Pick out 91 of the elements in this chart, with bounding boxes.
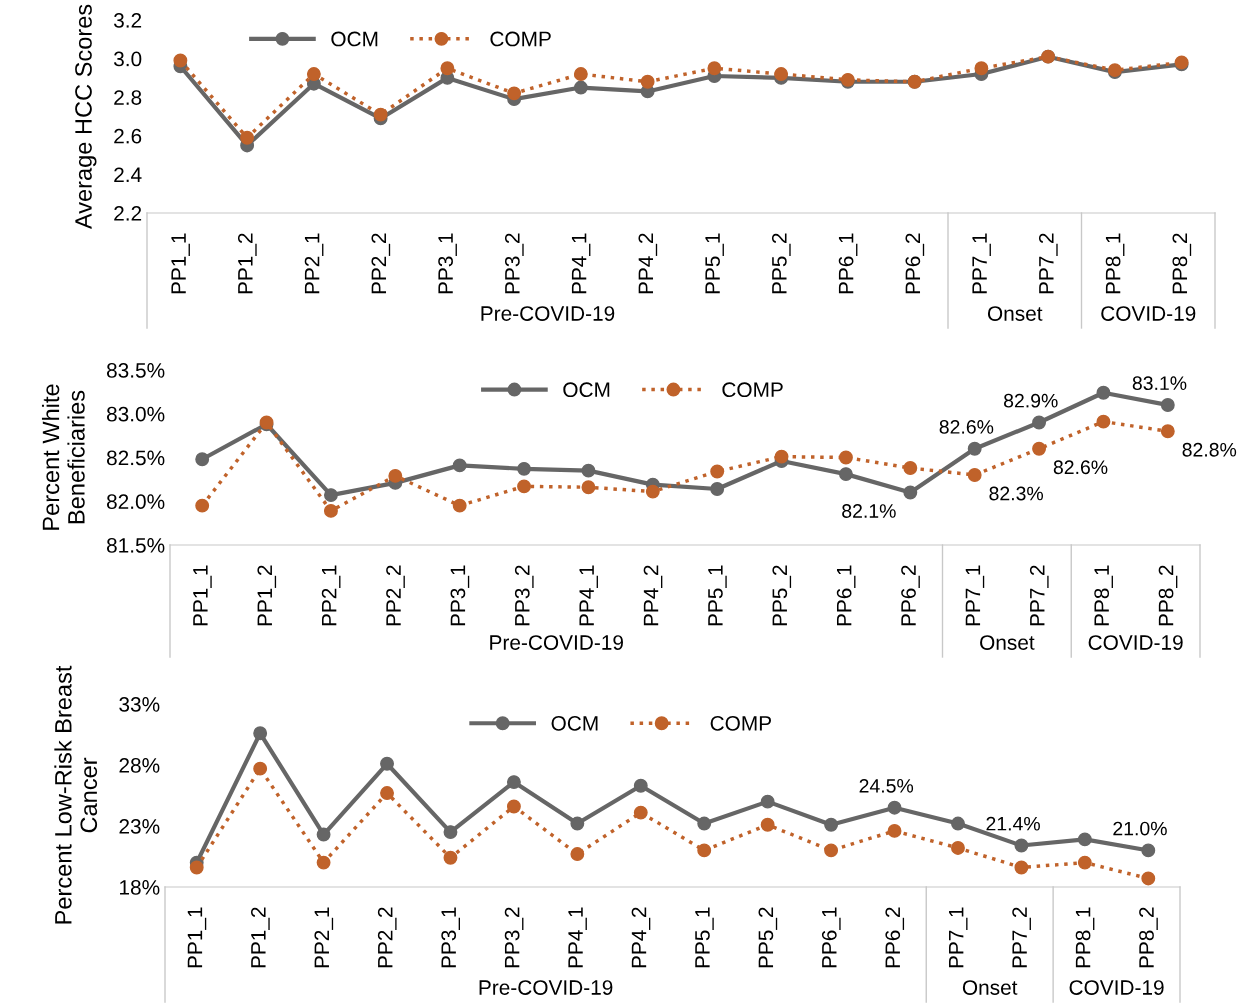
x-tick-label: PP4_1 xyxy=(579,565,598,626)
x-tick-label: PP8_2 xyxy=(1139,907,1158,968)
y-tick-label: 81.5% xyxy=(106,538,165,553)
text: Pre-COVID-19 xyxy=(490,635,623,650)
y-tick-label: 2.6 xyxy=(114,128,142,144)
x-tick-label: PP1_1 xyxy=(171,233,190,294)
y-axis-title: Percent White Beneficiaries xyxy=(41,384,85,530)
text: COVID-19 xyxy=(1069,980,1164,995)
x-tick-label: PP5_2 xyxy=(771,233,791,294)
x-tick-label: PP4_2 xyxy=(631,907,651,968)
x-tick-label: PP7_2 xyxy=(1029,565,1049,626)
y-tick-label: 18% xyxy=(120,880,160,895)
y-tick-label: 33% xyxy=(119,697,160,712)
text: COVID-19 xyxy=(1088,635,1183,650)
x-tick-label: PP2_1 xyxy=(314,907,334,968)
x-tick-label: PP3_1 xyxy=(438,233,457,294)
x-tick-label: PP1_2 xyxy=(257,565,277,626)
data-label: 82.6% xyxy=(939,420,994,434)
x-tick-label: PP2_2 xyxy=(386,565,405,626)
x-tick-label: PP4_1 xyxy=(568,907,587,968)
x-tick-label: PP4_2 xyxy=(643,565,663,626)
x-tick-label: PP2_1 xyxy=(321,565,341,626)
data-label: 82.3% xyxy=(989,486,1044,501)
y-tick-label: 82.5% xyxy=(106,450,165,466)
x-tick-label: PP7_2 xyxy=(1038,233,1058,294)
x-tick-label: PP3_2 xyxy=(504,907,524,968)
x-tick-label: PP4_2 xyxy=(638,233,658,294)
legend-label: OCM xyxy=(563,382,610,398)
text: Onset xyxy=(980,635,1035,650)
x-tick-label: PP6_1 xyxy=(836,565,856,626)
x-tick-label: PP2_1 xyxy=(304,233,324,294)
x-tick-label: PP8_1 xyxy=(1105,233,1125,294)
x-tick-label: PP2_2 xyxy=(377,907,397,968)
legend-label: COMP xyxy=(722,382,783,398)
legend-label: COMP xyxy=(490,31,551,47)
y-axis-title: Average HCC Scores xyxy=(75,4,97,230)
x-tick-label: PP5_2 xyxy=(758,907,778,968)
x-tick-label: PP3_2 xyxy=(504,233,524,294)
y-tick-label: 3.0 xyxy=(113,51,142,67)
y-tick-label: 2.4 xyxy=(114,167,142,182)
x-tick-label: PP3_2 xyxy=(514,565,534,626)
x-tick-label: PP6_1 xyxy=(821,907,841,968)
x-tick-label: PP6_2 xyxy=(905,233,925,294)
x-tick-label: PP4_1 xyxy=(571,233,591,294)
x-tick-label: PP6_2 xyxy=(885,907,905,968)
data-label: 82.1% xyxy=(842,504,896,518)
y-tick-label: 2.8 xyxy=(114,90,142,105)
x-tick-label: PP7_1 xyxy=(965,565,985,626)
legend-label: OCM xyxy=(551,715,598,731)
y-tick-label: 3.2 xyxy=(113,13,142,28)
y-tick-label: 28% xyxy=(119,758,160,773)
x-tick-label: PP7_1 xyxy=(949,907,968,968)
x-tick-label: PP6_1 xyxy=(838,233,858,294)
data-label: 21.0% xyxy=(1113,821,1167,836)
y-axis-title: Percent Low-Risk Breast Cancer xyxy=(54,665,98,924)
x-tick-label: PP1_2 xyxy=(251,907,270,968)
x-tick-label: PP5_2 xyxy=(772,565,792,626)
data-label: 82.9% xyxy=(1004,393,1058,408)
y-tick-label: 2.2 xyxy=(114,206,142,221)
x-tick-label: PP7_2 xyxy=(1012,907,1031,968)
x-tick-label: PP8_2 xyxy=(1158,565,1178,626)
legend-label: COMP xyxy=(710,715,771,731)
y-tick-label: 83.5% xyxy=(106,363,165,378)
x-tick-label: PP8_1 xyxy=(1094,565,1113,626)
x-tick-label: PP1_1 xyxy=(187,907,207,968)
data-label: 21.4% xyxy=(986,816,1040,831)
x-tick-label: PP8_2 xyxy=(1172,233,1192,294)
x-tick-label: PP5_1 xyxy=(708,565,727,626)
x-tick-label: PP8_1 xyxy=(1075,907,1095,968)
y-tick-label: 23% xyxy=(119,819,160,834)
text: COVID-19 xyxy=(1101,306,1196,321)
x-tick-label: PP2_2 xyxy=(371,233,391,294)
text: Pre-COVID-19 xyxy=(479,980,613,995)
x-tick-label: PP6_2 xyxy=(901,565,920,626)
data-label: 83.1% xyxy=(1132,376,1187,391)
x-tick-label: PP1_2 xyxy=(237,233,257,294)
text: Onset xyxy=(962,980,1018,995)
x-tick-label: PP3_1 xyxy=(441,907,460,968)
legend-label: OCM xyxy=(331,31,378,47)
y-tick-label: 83.0% xyxy=(106,406,165,422)
x-tick-label: PP3_1 xyxy=(450,565,470,626)
data-label: 82.8% xyxy=(1182,442,1237,457)
x-tick-label: PP1_1 xyxy=(193,565,212,626)
text: Pre-COVID-19 xyxy=(481,306,615,321)
x-tick-label: PP7_1 xyxy=(972,233,991,294)
data-label: 24.5% xyxy=(859,778,914,793)
x-tick-label: PP5_1 xyxy=(705,233,724,294)
text: Onset xyxy=(987,306,1043,321)
x-tick-label: PP5_1 xyxy=(695,907,714,968)
data-label: 82.6% xyxy=(1053,460,1108,475)
y-tick-label: 82.0% xyxy=(106,494,165,509)
